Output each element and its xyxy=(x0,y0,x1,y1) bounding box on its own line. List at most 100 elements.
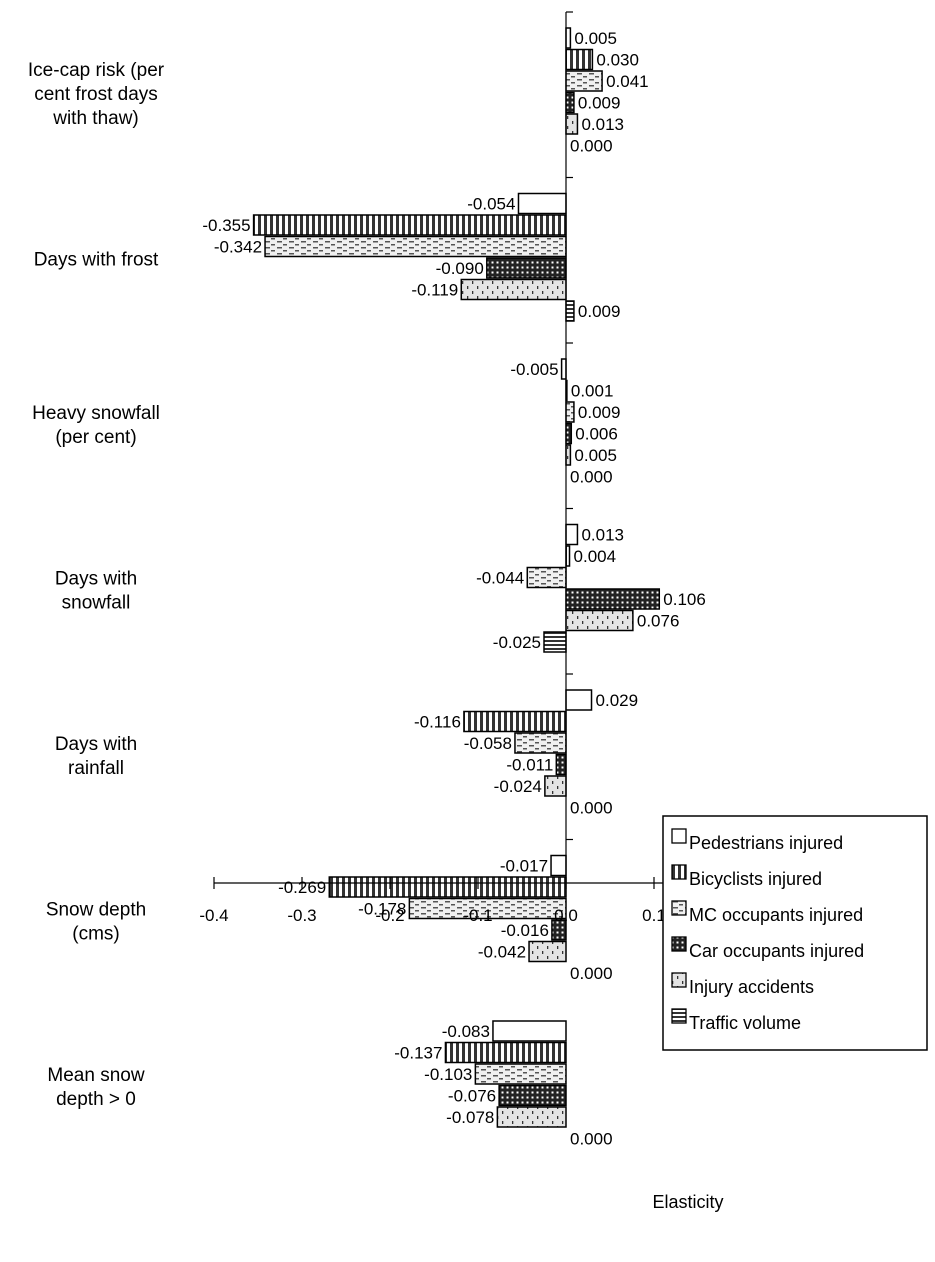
bar xyxy=(252,214,567,236)
value-label: -0.017 xyxy=(500,857,548,876)
x-tick-label: -0.4 xyxy=(199,906,228,925)
bar xyxy=(565,609,634,632)
value-label: 0.000 xyxy=(570,468,613,487)
category-label: depth > 0 xyxy=(56,1089,136,1110)
value-label: 0.006 xyxy=(575,425,618,444)
bar xyxy=(565,91,575,114)
category-label: (cms) xyxy=(72,924,119,945)
legend-swatch xyxy=(671,900,687,916)
bar xyxy=(560,358,567,380)
bar xyxy=(514,732,567,754)
value-label: 0.041 xyxy=(606,72,649,91)
bar xyxy=(565,588,661,610)
legend: Pedestrians injured Bicyclists injured MC … xyxy=(662,815,928,1051)
bar xyxy=(526,566,567,589)
legend-swatch xyxy=(671,972,687,988)
bar xyxy=(444,1041,567,1064)
category-label: Mean snow xyxy=(47,1065,144,1086)
legend-label: Traffic volume xyxy=(689,1013,801,1033)
bar xyxy=(498,1084,567,1107)
value-label: 0.013 xyxy=(581,526,624,545)
bar xyxy=(264,235,567,258)
bar xyxy=(328,876,567,898)
value-label: -0.119 xyxy=(411,281,458,300)
value-label: -0.083 xyxy=(442,1022,490,1041)
bar xyxy=(565,422,573,445)
bar xyxy=(565,444,572,466)
value-label: 0.009 xyxy=(578,302,621,321)
bar xyxy=(517,192,567,215)
value-label: -0.024 xyxy=(494,777,542,796)
value-label: -0.355 xyxy=(202,216,250,235)
legend-frame xyxy=(662,815,928,1051)
bar xyxy=(528,940,567,963)
value-label: -0.044 xyxy=(476,569,524,588)
bar xyxy=(543,631,567,653)
bar xyxy=(551,919,567,941)
x-tick-label: -0.3 xyxy=(287,906,316,925)
value-label: -0.090 xyxy=(436,259,484,278)
value-label: 0.013 xyxy=(581,115,624,134)
axes-layer: -0.4-0.3-0.2-0.10.00.10.2 xyxy=(199,11,754,925)
bar xyxy=(565,27,572,49)
legend-swatch xyxy=(671,936,687,952)
value-label: 0.004 xyxy=(574,547,617,566)
bar xyxy=(474,1063,567,1085)
legend-label: Bicyclists injured xyxy=(689,869,822,889)
category-label: (per cent) xyxy=(55,427,136,448)
value-label: 0.030 xyxy=(596,51,639,70)
x-tick-label: 0.1 xyxy=(642,906,666,925)
value-label: -0.116 xyxy=(414,713,461,732)
value-label: 0.009 xyxy=(578,403,621,422)
bar xyxy=(565,689,593,711)
legend-swatch xyxy=(671,1008,687,1024)
category-label: Days with xyxy=(55,569,137,590)
bar xyxy=(565,523,579,546)
x-tick-label: -0.2 xyxy=(375,906,404,925)
bar xyxy=(492,1020,567,1042)
value-label: 0.009 xyxy=(578,94,621,113)
category-label: snowfall xyxy=(62,593,131,614)
category-labels: Ice-cap risk (per cent frost days with tha… xyxy=(28,60,165,1110)
value-label: 0.000 xyxy=(570,799,613,818)
bar xyxy=(565,113,579,135)
x-axis-title: Elasticity xyxy=(652,1192,723,1212)
legend-label: Injury accidents xyxy=(689,977,814,997)
value-label: 0.029 xyxy=(596,691,639,710)
category-label: Heavy snowfall xyxy=(32,403,160,424)
bar xyxy=(408,897,567,920)
bars-layer: 0.005 0.030 0.041 0.009 0.013 0.000 -0.054 -0.3… xyxy=(202,27,706,1149)
bar xyxy=(565,48,594,71)
bar xyxy=(565,401,575,423)
value-label: -0.178 xyxy=(358,900,406,919)
value-label: 0.076 xyxy=(637,612,680,631)
value-label: -0.054 xyxy=(467,195,515,214)
bar xyxy=(496,1106,567,1128)
legend-label: Car occupants injured xyxy=(689,941,864,961)
value-label: -0.005 xyxy=(510,360,558,379)
bar xyxy=(565,300,575,322)
value-label: 0.005 xyxy=(574,446,617,465)
value-label: -0.137 xyxy=(394,1044,442,1063)
value-label: 0.106 xyxy=(663,590,706,609)
category-label: Days with xyxy=(55,734,137,755)
category-label: rainfall xyxy=(68,758,124,779)
legend-label: Pedestrians injured xyxy=(689,833,843,853)
bar xyxy=(486,257,567,279)
value-label: -0.011 xyxy=(506,756,553,775)
value-label: 0.000 xyxy=(570,964,613,983)
bar xyxy=(460,278,567,301)
category-label: with thaw) xyxy=(52,108,139,129)
legend-swatch xyxy=(671,864,687,880)
value-label: 0.000 xyxy=(570,1130,613,1149)
value-label: -0.058 xyxy=(464,734,512,753)
value-label: 0.001 xyxy=(571,382,614,401)
value-label: -0.342 xyxy=(214,238,262,257)
value-label: -0.103 xyxy=(424,1065,472,1084)
value-label: -0.042 xyxy=(478,943,526,962)
bar xyxy=(565,70,603,92)
legend-swatch xyxy=(671,828,687,844)
category-label: cent frost days xyxy=(34,84,158,105)
value-label: 0.000 xyxy=(570,137,613,156)
